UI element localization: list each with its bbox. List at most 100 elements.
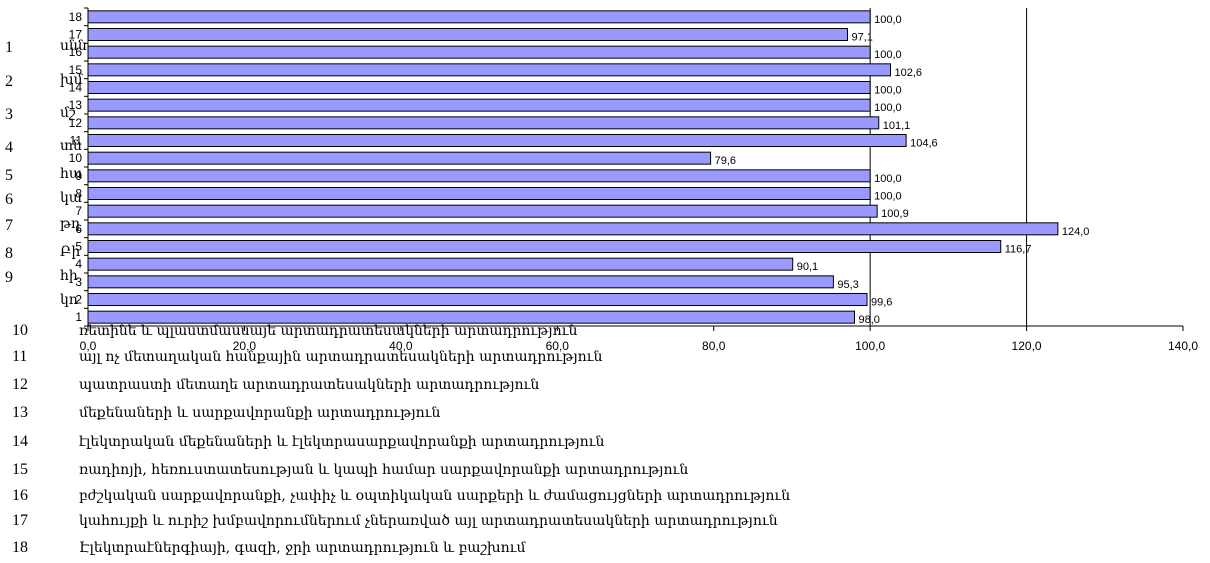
legend-number: 16 <box>12 487 28 504</box>
legend-text-truncated: Բի <box>60 244 80 260</box>
data-label: 95,3 <box>837 279 858 291</box>
x-tick-label: 120,0 <box>1012 339 1042 353</box>
x-tick-label: 0,0 <box>80 339 97 353</box>
y-tick-label: 16 <box>69 45 83 59</box>
legend-text: մեքենաների և սարքավորանքի արտադրություն <box>79 405 441 421</box>
legend-text-truncated: մշ <box>60 105 76 121</box>
legend-number: 3 <box>5 106 13 123</box>
bar <box>87 310 855 324</box>
bar <box>87 240 1002 253</box>
x-tick-label: 40,0 <box>389 339 413 353</box>
bar <box>87 257 794 271</box>
legend-text-truncated: հի <box>60 268 78 284</box>
data-label: 102,6 <box>894 67 922 79</box>
y-tick-label: 1 <box>75 310 82 324</box>
y-tick-label: 11 <box>70 134 83 148</box>
bar <box>87 10 871 24</box>
legend-number: 18 <box>12 539 28 556</box>
legend-text-truncated: խմ <box>60 72 84 88</box>
bar <box>87 204 878 218</box>
legend-number: 15 <box>12 461 28 478</box>
legend-text: ռետինե և պլաստմասսայե արտադրատեսակների ա… <box>79 323 577 339</box>
legend-text: այլ ոչ մետաղական հանքային արտադրատեսակնե… <box>79 349 603 365</box>
data-label: 124,0 <box>1062 226 1090 238</box>
y-tick-label: 2 <box>75 293 82 307</box>
data-label: 90,1 <box>797 261 818 273</box>
legend-number: 12 <box>12 376 28 393</box>
legend-number: 5 <box>5 167 13 184</box>
x-tick-label: 20,0 <box>233 339 257 353</box>
legend-text: պատրաստի մետաղե արտադրատեսակների արտադրո… <box>79 377 539 393</box>
legend-number: 14 <box>12 433 28 450</box>
y-tick-label: 18 <box>69 10 83 24</box>
legend-number: 11 <box>12 348 27 365</box>
legend-number: 6 <box>5 191 13 208</box>
y-tick-label: 9 <box>75 169 82 183</box>
bar <box>87 45 871 59</box>
data-label: 101,1 <box>883 120 911 132</box>
y-tick-label: 7 <box>75 204 82 218</box>
data-label: 97,1 <box>851 32 872 44</box>
legend-text: ռադիոյի, հեռուստատեսության և կապի համար … <box>79 462 688 478</box>
bar <box>87 293 868 306</box>
y-tick-label: 6 <box>75 222 82 236</box>
bar <box>87 63 891 77</box>
legend-number: 2 <box>5 73 13 90</box>
legend-number: 13 <box>12 404 28 421</box>
legend-number: 8 <box>5 245 13 262</box>
bar <box>87 151 712 165</box>
legend-text-truncated: հա <box>60 166 82 182</box>
bar <box>87 134 907 147</box>
x-tick-label: 60,0 <box>546 339 570 353</box>
y-tick-label: 3 <box>75 275 82 289</box>
data-label: 98,0 <box>859 314 880 326</box>
bar <box>87 275 834 289</box>
y-tick-label: 8 <box>75 187 82 201</box>
x-tick-label: 140,0 <box>1168 339 1198 353</box>
bar <box>87 222 1059 236</box>
y-tick-label: 15 <box>69 63 83 77</box>
data-label: 100,0 <box>874 191 902 203</box>
data-label: 100,0 <box>874 49 902 61</box>
bar <box>87 169 871 183</box>
data-label: 99,6 <box>871 297 892 309</box>
legend-text-truncated: կա <box>60 190 82 206</box>
y-tick-label: 10 <box>69 151 83 165</box>
x-tick-label: 80,0 <box>702 339 726 353</box>
data-label: 100,0 <box>874 173 902 185</box>
legend-number: 7 <box>5 217 13 234</box>
y-tick-label: 13 <box>69 98 83 112</box>
data-label: 100,0 <box>874 14 902 26</box>
data-label: 104,6 <box>910 138 938 150</box>
legend-text-truncated: կո <box>60 292 78 308</box>
bar <box>87 28 848 41</box>
legend-number: 9 <box>5 269 13 286</box>
bar <box>87 81 871 94</box>
bar <box>87 98 871 112</box>
data-label: 100,9 <box>881 208 909 220</box>
y-tick-label: 5 <box>75 240 82 254</box>
data-label: 100,0 <box>874 85 902 97</box>
x-tick-label: 100,0 <box>855 339 885 353</box>
y-tick-label: 17 <box>69 28 83 42</box>
legend-text-truncated: թղ <box>60 216 81 232</box>
y-tick-label: 14 <box>69 81 83 95</box>
data-label: 79,6 <box>715 155 736 167</box>
legend-text: կահույքի և ուրիշ խմբավորումներում չներառ… <box>79 513 778 529</box>
y-tick-label: 12 <box>69 116 83 130</box>
legend-number: 17 <box>12 512 28 529</box>
legend-number: 10 <box>12 322 28 339</box>
legend-text: բժշկական սարքավորանքի, չափիչ և օպտիկական… <box>79 488 790 504</box>
legend-text-truncated: սնն <box>60 38 87 54</box>
data-label: 116,7 <box>1005 244 1032 256</box>
legend-number: 4 <box>5 139 13 156</box>
y-tick-label: 4 <box>75 257 82 271</box>
data-label: 100,0 <box>874 102 902 114</box>
bar <box>87 116 880 130</box>
legend-text: էլեկտրական մեքենաների և էլեկտրասարքավորա… <box>79 434 605 450</box>
legend-text: Էլեկտրաէներգիայի, գազի, ջրի արտադրությու… <box>79 540 526 556</box>
bar <box>87 187 871 200</box>
legend-text-truncated: տն <box>60 138 82 154</box>
legend-number: 1 <box>5 39 13 56</box>
